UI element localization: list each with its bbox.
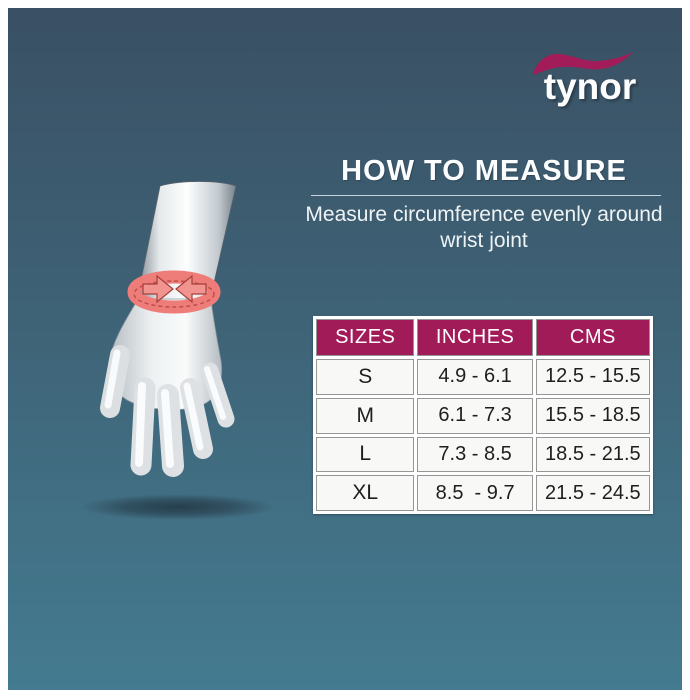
brand-name: tynor xyxy=(543,66,637,107)
subtitle: Measure circumference evenly around wris… xyxy=(305,203,663,252)
size-table: SIZES INCHES CMS S 4.9 - 6.1 12.5 - 15.5 M 6… xyxy=(313,316,653,514)
table-cell-size: M xyxy=(316,397,415,434)
thumb xyxy=(100,345,130,418)
table-cell-cms: 18.5 - 21.5 xyxy=(535,436,650,473)
table-cell-size: S xyxy=(316,359,415,395)
table-cell-inches: 7.3 - 8.5 xyxy=(417,436,533,473)
fingers xyxy=(130,362,235,477)
measure-arrows-icon xyxy=(142,274,207,304)
brand-logo: tynor xyxy=(505,42,675,122)
title-underline xyxy=(311,195,661,196)
table-cell-size: L xyxy=(316,436,415,473)
table-cell-inches: 6.1 - 7.3 xyxy=(417,397,533,434)
table-cell-inches: 8.5 - 9.7 xyxy=(417,475,533,511)
hand-wrist-illustration xyxy=(81,181,275,520)
table-cell-size: XL xyxy=(316,475,415,511)
brand-swoosh-icon xyxy=(533,52,633,75)
table-cell-inches: 4.9 - 6.1 xyxy=(417,359,533,395)
table-cell-cms: 15.5 - 18.5 xyxy=(535,397,650,434)
measuring-band xyxy=(127,270,221,314)
column-header-inches: INCHES xyxy=(417,319,533,356)
page-title: HOW TO MEASURE xyxy=(341,155,627,187)
column-header-cms: CMS xyxy=(535,319,650,356)
column-header-sizes: SIZES xyxy=(316,319,415,356)
table-cell-cms: 21.5 - 24.5 xyxy=(535,475,650,511)
background: tynor HOW TO MEASURE Measure circumferen… xyxy=(8,8,682,690)
hand-shadow xyxy=(81,494,275,520)
table-cell-cms: 12.5 - 15.5 xyxy=(535,359,650,395)
